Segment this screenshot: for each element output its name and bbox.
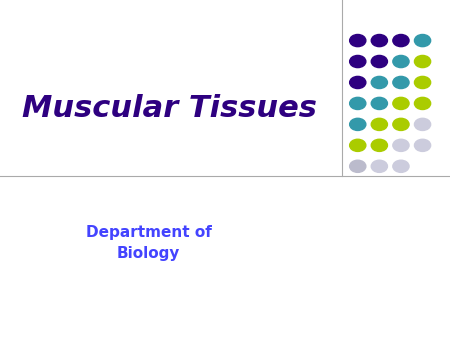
Circle shape: [393, 34, 409, 47]
Circle shape: [393, 118, 409, 130]
Circle shape: [393, 160, 409, 172]
Circle shape: [350, 55, 366, 68]
Circle shape: [350, 97, 366, 110]
Circle shape: [371, 160, 387, 172]
Circle shape: [414, 76, 431, 89]
Circle shape: [371, 118, 387, 130]
Text: Department of
Biology: Department of Biology: [86, 225, 212, 261]
Circle shape: [393, 76, 409, 89]
Circle shape: [414, 55, 431, 68]
Circle shape: [350, 160, 366, 172]
Circle shape: [371, 139, 387, 151]
Circle shape: [393, 139, 409, 151]
Circle shape: [350, 76, 366, 89]
Circle shape: [371, 55, 387, 68]
Circle shape: [393, 55, 409, 68]
Circle shape: [350, 139, 366, 151]
Circle shape: [371, 76, 387, 89]
Circle shape: [414, 118, 431, 130]
Circle shape: [393, 97, 409, 110]
Circle shape: [350, 34, 366, 47]
Circle shape: [414, 139, 431, 151]
Circle shape: [414, 34, 431, 47]
Text: Muscular Tissues: Muscular Tissues: [22, 94, 317, 123]
Circle shape: [350, 118, 366, 130]
Circle shape: [414, 97, 431, 110]
Circle shape: [371, 34, 387, 47]
Circle shape: [371, 97, 387, 110]
